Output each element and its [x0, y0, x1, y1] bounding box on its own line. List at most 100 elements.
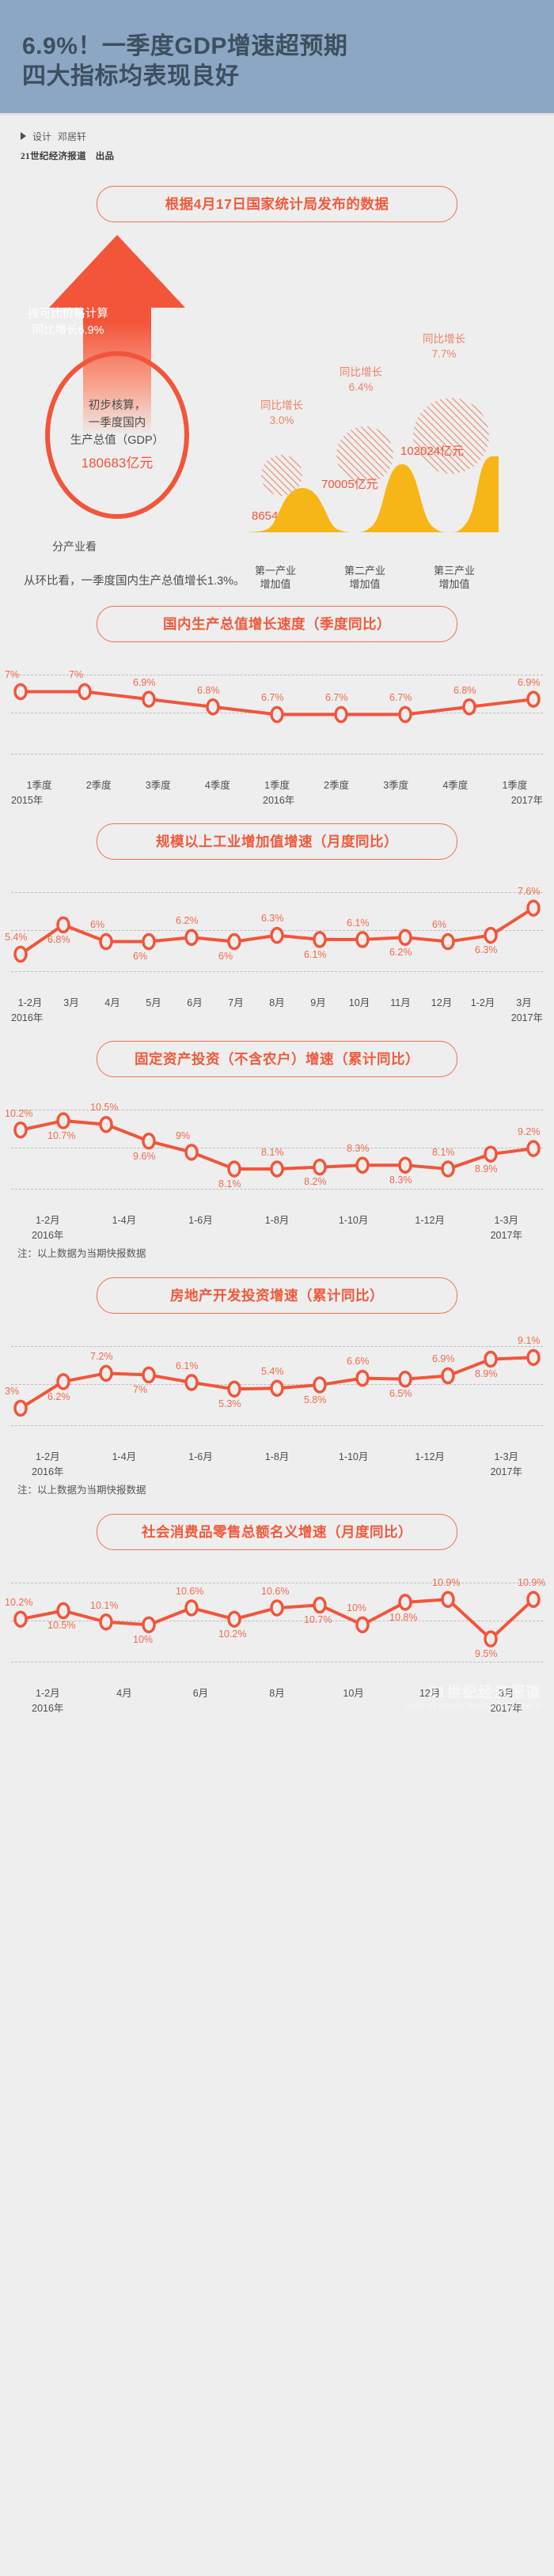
point-label: 10.2% — [5, 1596, 33, 1608]
x-tick-label: 6月 — [187, 997, 203, 1008]
x-tick-label: 1-2月 2016年 — [32, 1687, 64, 1714]
line-series — [13, 683, 541, 723]
chart-title-text: 国内生产总值增长速度（季度同比） — [163, 615, 391, 632]
point-label: 6.8% — [47, 934, 70, 946]
x-axis-gdp-quarterly: 1季度 2季度 3季度 4季度 1季度 2季度 3季度 4季度 1季度 — [0, 777, 554, 792]
point-label: 6.7% — [389, 692, 412, 704]
x-tick-label: 1-4月 — [112, 1214, 137, 1226]
chart-title-real-estate: 房地产开发投资增速（累计同比） — [97, 1277, 457, 1314]
point-label: 6.2% — [389, 947, 412, 959]
point-label: 8.3% — [389, 1175, 412, 1186]
point-label: 6.8% — [197, 684, 220, 696]
data-point — [526, 899, 541, 917]
sector-yoy-tertiary: 同比增长 7.7% — [400, 331, 488, 362]
point-label: 6.9% — [133, 676, 156, 688]
watermark-en: 21ST CENTURY BUSINESS HERALD — [406, 1701, 541, 1710]
data-point — [526, 1140, 541, 1157]
x-tick-label: 1-6月 — [188, 1214, 213, 1226]
x-tick-label: 1-12月 — [415, 1214, 445, 1226]
x-tick-label: 1-2月 — [17, 997, 43, 1008]
header: 6.9%！一季度GDP增速超预期 四大指标均表现良好 — [0, 0, 554, 113]
x-tick-label: 1-2月 — [470, 997, 495, 1008]
point-label: 6.5% — [389, 1388, 412, 1400]
point-label: 6% — [432, 919, 447, 931]
data-point — [184, 1598, 199, 1617]
data-point — [142, 932, 156, 951]
data-point — [227, 1159, 241, 1178]
data-point — [484, 926, 498, 944]
data-point — [313, 1596, 327, 1613]
page-title-line1: 6.9%！一季度GDP增速超预期 — [22, 33, 348, 59]
year-label: 2016年 — [11, 1012, 44, 1023]
gridline — [11, 971, 543, 973]
data-point — [441, 932, 455, 951]
x-tick-label: 6月 — [192, 1687, 209, 1699]
chart-block-industrial: 规模以上工业增加值增速（月度同比） 5.4% 6.8% 6% 6% 6.2% 6% 6.3% 6… — [0, 823, 554, 1023]
plot-area-real-estate: 3% 6.2% 7.2% 7% 6.1% 5.3% 5.4% 5.8% 6.6% 6.5% 6.9%… — [0, 1325, 554, 1443]
data-point — [56, 916, 70, 933]
x-tick-label: 5月 — [146, 997, 161, 1008]
point-label: 6.7% — [325, 692, 348, 704]
sector-axis-label-3: 第三产业 增加值 — [433, 564, 475, 591]
data-point — [270, 926, 284, 944]
line-series — [13, 899, 541, 963]
sector-yoy-primary: 同比增长 3.0% — [237, 398, 326, 429]
designer-name: 邓居轩 — [58, 131, 87, 142]
data-point — [56, 1602, 70, 1620]
point-label: 6.7% — [261, 692, 284, 704]
hatch-circle-secondary — [336, 426, 393, 483]
sector-yoy-secondary: 同比增长 6.4% — [317, 365, 405, 395]
source-banner: 根据4月17日国家统计局发布的数据 — [97, 185, 457, 222]
x-tick-label: 3季度 — [145, 779, 171, 791]
point-label: 10.2% — [218, 1628, 247, 1640]
point-label: 8.1% — [261, 1146, 284, 1158]
plot-area-fixed-asset: 10.2% 10.7% 10.5% 9.6% 9% 8.1% 8.1% 8.2% 8.3% 8.3… — [0, 1088, 554, 1207]
x-tick-label: 8月 — [269, 1687, 285, 1699]
yoy-value-1: 3.0% — [269, 414, 294, 427]
x-tick-label: 12月 — [431, 997, 453, 1008]
page-title: 6.9%！一季度GDP增速超预期 四大指标均表现良好 — [22, 32, 532, 93]
data-point — [142, 1366, 156, 1383]
header-divider — [0, 112, 554, 115]
x-tick-label: 2季度 — [324, 779, 350, 791]
gridline — [11, 1189, 543, 1190]
chart-title-industrial: 规模以上工业增加值增速（月度同比） — [97, 823, 457, 860]
x-tick-label: 3月 — [516, 997, 532, 1008]
point-label: 6% — [133, 951, 148, 963]
data-point — [441, 1591, 455, 1608]
data-point — [398, 1156, 412, 1174]
point-label: 8.2% — [304, 1176, 327, 1188]
line-series — [13, 1591, 541, 1647]
x-tick-label: 8月 — [269, 997, 285, 1008]
point-label: 5.3% — [218, 1398, 241, 1410]
point-label: 8.1% — [218, 1178, 241, 1190]
x-axis-industrial: 1-2月 3月 4月 5月 6月 7月 8月 9月 10月 11月 12月 1-2月 3月 — [0, 994, 554, 1009]
yoy-value-3: 7.7% — [431, 348, 457, 361]
x-tick-label: 1-2月 2016年 — [32, 1451, 64, 1477]
point-label: 7.6% — [518, 886, 541, 897]
data-point — [270, 1379, 284, 1397]
point-label: 6.3% — [261, 913, 284, 925]
x-axis-years-industrial: 2016年 2017年 — [0, 1009, 554, 1023]
data-point — [526, 690, 541, 708]
data-point — [355, 1156, 370, 1174]
point-label: 10.1% — [90, 1599, 119, 1611]
data-point — [313, 1376, 327, 1394]
point-label: 10% — [133, 1634, 154, 1646]
data-point — [334, 705, 348, 723]
chart-note-fixed-asset: 注：以上数据为当期快报数据 — [17, 1247, 146, 1259]
data-point — [78, 683, 92, 701]
yoy-label-1: 同比增长 — [260, 399, 303, 411]
data-point — [355, 930, 370, 948]
data-point — [184, 1373, 199, 1391]
chart-title-retail: 社会消费品零售总额名义增速（月度同比） — [97, 1513, 457, 1550]
x-tick-label: 1-3月 2017年 — [490, 1214, 522, 1241]
gdp-circle-line3: 生产总值（GDP） — [70, 433, 165, 447]
point-label: 10.9% — [518, 1577, 546, 1589]
data-point — [56, 1112, 70, 1129]
arrow-label: 按可比价格计算 同比增长6.9% — [28, 307, 108, 337]
x-tick-label: 10月 — [348, 997, 370, 1008]
data-point — [227, 1380, 241, 1398]
point-label: 10.7% — [304, 1614, 332, 1626]
gridline — [11, 754, 543, 755]
